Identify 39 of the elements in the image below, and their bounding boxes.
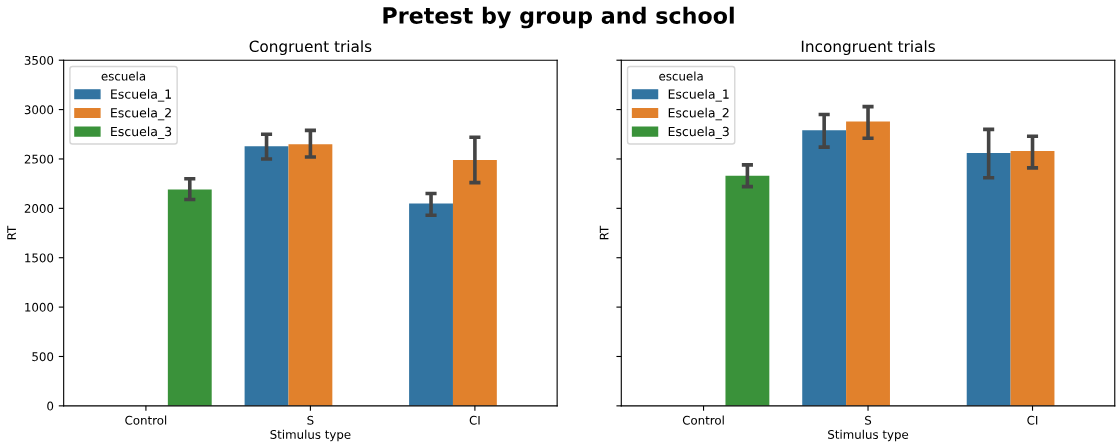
bar — [846, 121, 890, 406]
bar — [167, 189, 212, 406]
x-tick-label: CI — [469, 415, 480, 425]
y-tick-label: 3000 — [24, 105, 54, 115]
text: Pretest by group and school — [383, 6, 734, 29]
bar — [966, 153, 1011, 406]
legend-label: Escuela_2 — [668, 107, 729, 121]
chart-title: Incongruent trials — [801, 40, 935, 56]
legend-title: escuela — [101, 71, 146, 81]
bar — [409, 203, 453, 406]
x-tick-label: Control — [682, 415, 724, 425]
legend-label: Escuela_1 — [111, 89, 171, 102]
y-tick-label: 2500 — [24, 154, 54, 164]
y-tick-label: 2000 — [24, 204, 54, 213]
x-tick-label: CI — [1027, 415, 1038, 425]
chart-title: Congruent trials — [249, 40, 372, 56]
y-axis-title: RT — [7, 225, 16, 240]
y-axis-title: RT — [599, 225, 609, 240]
bar — [802, 130, 847, 406]
legend-label: Escuela_1 — [668, 89, 729, 102]
legend-label: Escuela_3 — [668, 126, 729, 139]
x-tick-label: S — [865, 415, 872, 425]
x-axis-title: Stimulus type — [270, 429, 351, 442]
y-tick-label: 1500 — [25, 253, 54, 263]
x-axis-title: Stimulus type — [828, 429, 909, 442]
x-tick-label: S — [307, 415, 314, 425]
legend-label: Escuela_3 — [111, 126, 172, 139]
bar — [1010, 151, 1055, 406]
legend-title: escuela — [659, 71, 703, 81]
x-tick-label: Control — [125, 415, 167, 425]
y-tick-label: 1000 — [25, 302, 54, 312]
bar — [725, 175, 770, 406]
legend-label: Escuela_2 — [111, 107, 171, 121]
y-tick-label: 0 — [47, 401, 54, 411]
y-tick-label: 3500 — [24, 55, 54, 65]
bar — [244, 146, 289, 406]
y-tick-label: 500 — [32, 352, 54, 362]
bar — [452, 159, 497, 406]
bar — [288, 144, 333, 406]
